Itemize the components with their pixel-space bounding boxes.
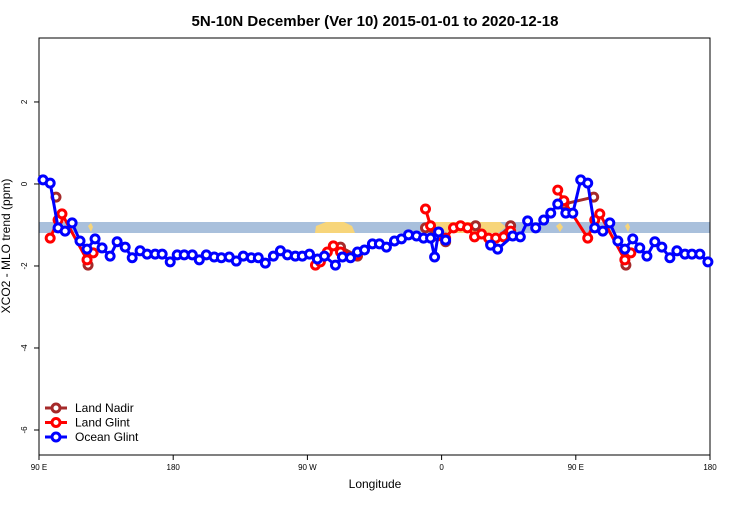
data-point — [186, 249, 198, 261]
data-point — [267, 250, 279, 262]
data-point — [634, 242, 646, 254]
data-point — [425, 232, 437, 244]
chart-title: 5N-10N December (Ver 10) 2015-01-01 to 2… — [192, 13, 559, 30]
data-point — [318, 250, 330, 262]
data-point — [619, 254, 631, 266]
data-point — [552, 198, 564, 210]
data-point — [344, 252, 356, 264]
data-point — [252, 252, 264, 264]
data-point — [66, 217, 78, 229]
data-point — [530, 222, 542, 234]
data-point — [119, 241, 131, 253]
data-point — [597, 225, 609, 237]
data-point — [619, 243, 631, 255]
data-point — [514, 231, 526, 243]
data-point — [604, 217, 616, 229]
data-point — [111, 236, 123, 248]
data-point — [440, 234, 452, 246]
data-point — [81, 243, 93, 255]
data-point — [694, 248, 706, 260]
x-tick-label: 90 W — [298, 463, 317, 472]
legend-marker — [50, 417, 62, 428]
data-point — [567, 207, 579, 219]
data-point — [582, 232, 594, 244]
data-point — [126, 252, 138, 264]
x-axis-label: Longitude — [349, 477, 402, 491]
y-tick-label: -4 — [20, 344, 29, 352]
legend-label: Land Nadir — [75, 401, 134, 415]
data-point — [81, 254, 93, 266]
data-point — [545, 207, 557, 219]
y-tick-label: -2 — [20, 262, 29, 270]
data-point — [96, 242, 108, 254]
x-tick-label: 180 — [703, 463, 717, 472]
data-point — [74, 235, 86, 247]
data-point — [419, 203, 431, 215]
data-point — [164, 256, 176, 268]
legend-label: Ocean Glint — [75, 430, 139, 444]
data-point — [259, 257, 271, 269]
data-point — [594, 208, 606, 220]
data-point — [56, 208, 68, 220]
data-point — [44, 177, 56, 189]
data-point — [649, 236, 661, 248]
data-point — [89, 233, 101, 245]
data-point — [522, 215, 534, 227]
data-point — [552, 184, 564, 196]
x-tick-label: 90 E — [31, 463, 47, 472]
data-point — [429, 251, 441, 263]
legend-marker — [50, 431, 62, 443]
y-tick-label: 0 — [20, 181, 29, 186]
legend-label: Land Glint — [75, 416, 130, 430]
data-point — [656, 241, 668, 253]
y-axis-label: XCO2 - MLO trend (ppm) — [0, 179, 13, 314]
legend-marker — [50, 402, 62, 414]
data-point — [433, 226, 445, 238]
data-point — [492, 243, 504, 255]
plot-frame — [38, 37, 711, 456]
data-point — [582, 177, 594, 189]
data-point — [104, 250, 116, 262]
data-point — [156, 248, 168, 260]
x-tick-label: 0 — [439, 463, 444, 472]
data-point — [612, 235, 624, 247]
data-point — [702, 256, 714, 268]
data-point — [664, 252, 676, 264]
data-point — [329, 259, 341, 271]
y-tick-label: 2 — [20, 99, 29, 104]
data-point — [193, 254, 205, 266]
data-point — [538, 214, 550, 226]
x-tick-label: 180 — [167, 463, 181, 472]
data-point — [44, 232, 56, 244]
data-point — [59, 225, 71, 237]
data-point — [425, 220, 437, 232]
data-point — [230, 255, 242, 267]
data-point — [380, 241, 392, 253]
ocean-strip — [39, 222, 710, 233]
data-point — [303, 248, 315, 260]
x-tick-label: 90 E — [568, 463, 584, 472]
data-point — [359, 244, 371, 256]
data-point — [327, 240, 339, 252]
y-tick-label: -6 — [20, 426, 29, 434]
data-point — [641, 250, 653, 262]
data-point — [627, 233, 639, 245]
data-point — [462, 222, 474, 234]
